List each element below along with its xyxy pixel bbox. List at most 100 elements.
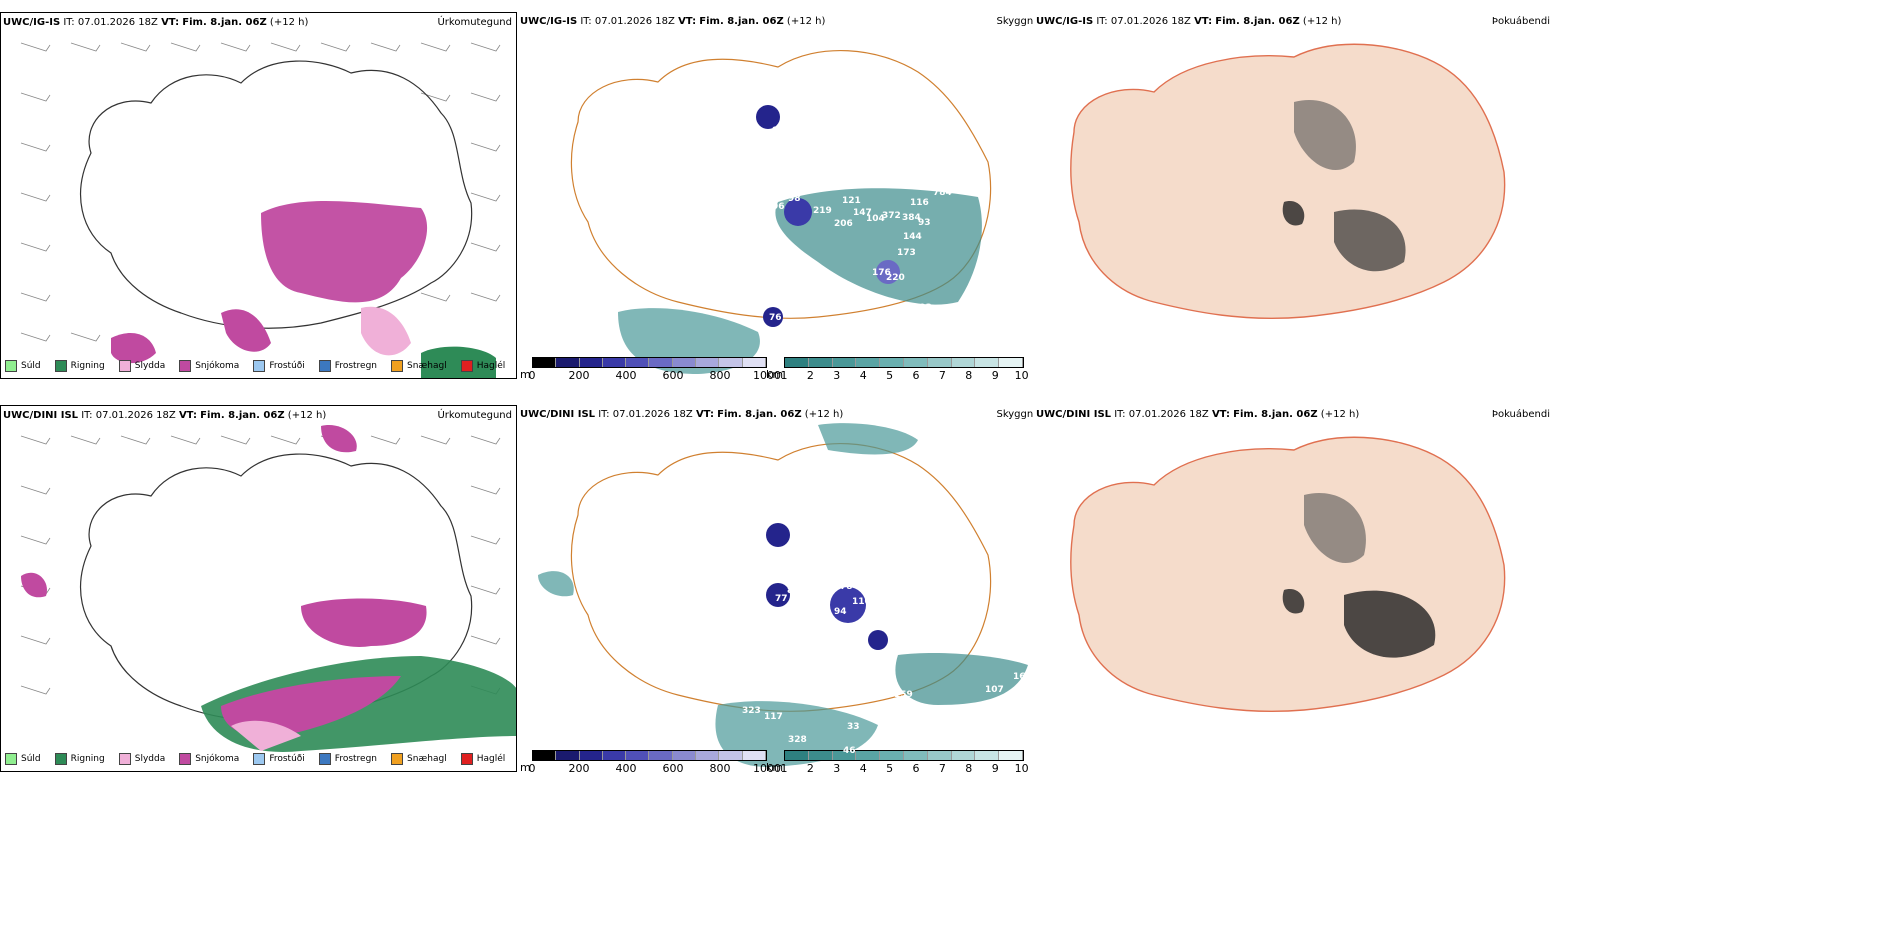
vis-label: 121 [842,196,861,206]
valid-time: Fim. 8.jan. 06Z [699,16,784,27]
valid-label: VT: [1211,409,1230,420]
legend-item: Súld [5,753,41,765]
legend-swatch [5,753,17,765]
colorbar-km-ticks: 1 2 3 4 5 6 7 8 9 10 [781,368,1029,379]
colorbar-km-ticks: 1 2 3 4 5 6 7 8 9 10 [781,761,1029,772]
vis-label: 124 [891,634,910,644]
vis-label: 173 [897,248,916,258]
vis-label: 78 [790,541,803,551]
vis-label: 71 [862,177,875,187]
tick-label: 6 [912,762,920,772]
tick-label: 8 [965,762,973,772]
colorbar-m-ticks: 0 200 400 600 800 1000 [529,368,782,379]
legend-label: Slydda [134,361,166,371]
vis-label: 46 [843,746,856,756]
colorbar-km-unit: km [766,761,784,772]
tick-label: 5 [886,369,894,379]
vis-label: 615 [744,298,763,308]
vis-label: 90 [815,536,828,546]
legend-swatch [391,360,404,372]
vis-label: 323 [742,706,761,716]
legend-swatch [179,360,192,372]
colorbar-km: km 1 2 3 4 5 6 7 8 9 10 [766,357,1029,379]
init-time: IT: 07.01.2026 18Z [580,16,675,27]
fog-map-igis [1070,43,1506,319]
panel-title: UWC/IG-IS IT: 07.01.2026 18Z VT: Fim. 8.… [520,16,825,27]
legend-label: Rigning [70,361,105,371]
legend-item: Snjókoma [179,753,239,765]
precip-type-title: Úrkomutegund [437,410,512,421]
lead-time: (+12 h) [269,17,309,28]
vis-label: 384 [902,213,921,223]
vis-label: 159 [894,690,913,700]
colorbar-m-bar [532,357,767,368]
visibility-panel-igis: UWC/IG-IS IT: 07.01.2026 18Z VT: Fim. 8.… [518,12,1036,379]
legend-item: Slydda [118,360,166,372]
legend-swatch [460,360,473,372]
vis-label: 328 [788,735,807,745]
tick-label: 2 [806,369,814,379]
colorbar-km-bar [784,750,1024,761]
legend-label: Snjókoma [195,361,240,371]
panel-title: UWC/DINI ISL IT: 07.01.2026 18Z VT: Fim.… [520,409,843,420]
tick-label: 4 [859,762,867,772]
vis-label: 112 [914,606,933,616]
vis-label: 94 [834,607,847,617]
vis-label: 146 [886,721,905,731]
precip-legend: Súld Rigning Slydda Snjókoma Frostúði Fr… [5,753,505,765]
lead-time: (+12 h) [786,16,826,27]
tick-label: 3 [833,762,841,772]
legend-label: Slydda [134,754,166,764]
precip-type-panel-igis: UWC/IG-IS IT: 07.01.2026 18Z VT: Fim. 8.… [0,12,517,379]
model-name: UWC/IG-IS [1036,16,1094,27]
tick-label: 200 [568,369,590,379]
visibility-panel-dini: UWC/DINI ISL IT: 07.01.2026 18Z VT: Fim.… [518,405,1036,772]
lead-time: (+12 h) [287,410,327,421]
panel-title: UWC/DINI ISL IT: 07.01.2026 18Z VT: Fim.… [3,410,326,421]
vis-label: 176 [872,268,891,278]
vis-label: 98 [788,194,801,204]
precip-type-map-igis [20,42,501,378]
vis-label: 69 [862,570,875,580]
visibility-map-igis [570,49,992,374]
legend-label: Haglél [476,361,506,371]
tick-label: 4 [859,369,867,379]
panel-title: UWC/IG-IS IT: 07.01.2026 18Z VT: Fim. 8.… [1036,16,1341,27]
colorbar-m: m 0 200 400 600 800 1000 [520,357,782,379]
valid-label: VT: [678,16,697,27]
vis-label: 77 [775,594,788,604]
vis-label: 206 [834,219,853,229]
tick-label: 9 [991,369,999,379]
lead-time: (+12 h) [804,409,844,420]
tick-label: 8 [965,369,973,379]
tick-label: 10 [1014,762,1029,772]
tick-label: 3 [833,369,841,379]
precip-type-title: Úrkomutegund [437,17,512,28]
legend-label: Súld [21,361,41,371]
legend-label: Rigning [70,754,105,764]
legend-label: Snjókoma [195,754,240,764]
legend-label: Súld [21,754,41,764]
valid-time: Fim. 8.jan. 06Z [182,17,267,28]
valid-time: Fim. 8.jan. 06Z [717,409,802,420]
legend-item: Rigning [54,753,105,765]
legend-swatch [179,753,192,765]
fog-title: Þokuábendi [1491,409,1550,420]
tick-label: 400 [615,762,637,772]
vis-label: 110 [852,597,871,607]
legend-swatch [54,360,67,372]
tick-label: 1000 [753,369,781,379]
panel-title: UWC/DINI ISL IT: 07.01.2026 18Z VT: Fim.… [1036,409,1359,420]
vis-label: 93 [918,218,931,228]
tick-label: 1000 [753,762,781,772]
legend-label: Frostúði [269,361,305,371]
colorbar-m-unit: m [520,368,531,379]
lead-time: (+12 h) [1320,409,1360,420]
vis-label: 104 [866,214,885,224]
vis-label: 65 [870,662,883,672]
vis-label: 33 [847,722,860,732]
tick-label: 7 [938,762,946,772]
legend-item: Snjókoma [179,360,239,372]
valid-label: VT: [695,409,714,420]
valid-label: VT: [1194,16,1213,27]
